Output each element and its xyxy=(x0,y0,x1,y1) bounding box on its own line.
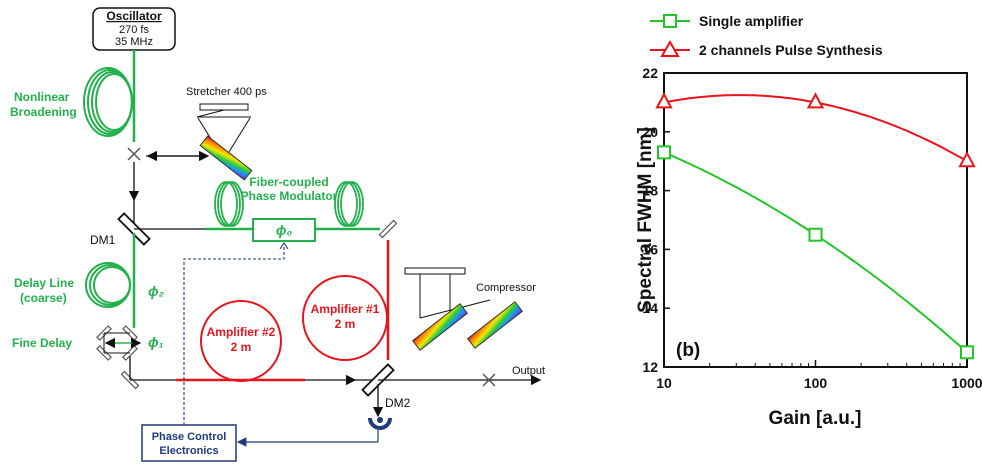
oscillator-rate: 35 MHz xyxy=(115,36,153,48)
x-tick-label: 10 xyxy=(656,375,672,391)
legend-synthesis: 2 channels Pulse Synthesis xyxy=(699,42,883,58)
mirror-upper xyxy=(378,219,398,239)
chart: 12 14 16 18 20 22 10 100 1000 Spectral FWHM [nm… xyxy=(635,13,982,429)
panel-label: (b) xyxy=(676,340,700,361)
compressor-label: Compressor xyxy=(476,282,536,294)
y-tick-label: 16 xyxy=(642,241,658,257)
phase-control-label-2: Electronics xyxy=(159,445,218,457)
oscillator-box: Oscillator 270 fs 35 MHz xyxy=(92,7,176,51)
phi2-label: ϕ₂ xyxy=(148,283,164,299)
amp1-label-2: 2 m xyxy=(335,317,356,331)
phase-control-box xyxy=(141,424,237,462)
y-ticks: 12 14 16 18 20 22 xyxy=(642,65,670,375)
delay-label-2: (coarse) xyxy=(20,291,67,305)
output-label: Output xyxy=(512,365,545,377)
nonlinear-label-1: Nonlinear xyxy=(14,90,70,104)
x-axis-label: Gain [a.u.] xyxy=(769,408,862,429)
setup-diagram: Oscillator 270 fs 35 MHz Nonlinear Broad… xyxy=(10,7,545,462)
legend-marker-synthesis xyxy=(660,39,680,57)
amp2-coil xyxy=(200,300,282,382)
collimator-2 xyxy=(482,373,496,387)
y-tick-label: 22 xyxy=(642,65,658,81)
delay-label-1: Delay Line xyxy=(14,276,74,290)
x-ticks: 10 100 1000 xyxy=(656,360,982,391)
x-tick-label: 100 xyxy=(804,375,828,391)
stretcher xyxy=(196,103,253,181)
compressor xyxy=(404,267,524,351)
amp1-coil xyxy=(302,275,388,361)
point-single-1 xyxy=(808,227,823,242)
stretcher-label: Stretcher 400 ps xyxy=(186,86,267,98)
oscillator-title: Oscillator xyxy=(106,9,162,23)
point-synthesis-1 xyxy=(806,92,825,109)
dm1-label: DM1 xyxy=(90,233,116,247)
legend-single: Single amplifier xyxy=(699,13,804,29)
y-axis-label: Spectral FWHM [nm] xyxy=(635,127,656,313)
legend-marker-single xyxy=(663,14,677,28)
delay-coil xyxy=(85,262,131,308)
x-tick-label: 1000 xyxy=(951,375,982,391)
fine-delay-label: Fine Delay xyxy=(12,336,72,350)
photodiode-icon xyxy=(368,418,392,430)
point-synthesis-0 xyxy=(655,92,673,109)
y-tick-label: 12 xyxy=(642,359,658,375)
amp2-label-1: Amplifier #2 xyxy=(207,325,276,339)
phi1-label: ϕ₁ xyxy=(148,334,164,350)
phi0-label: ϕ₀ xyxy=(276,222,293,238)
plot-frame xyxy=(663,72,968,368)
series-line-0 xyxy=(663,151,968,354)
series-layer xyxy=(655,92,976,360)
y-tick-label: 14 xyxy=(642,300,658,316)
phase-control-label-1: Phase Control xyxy=(152,431,227,443)
y-tick-label: 18 xyxy=(642,183,658,199)
point-single-0 xyxy=(657,145,671,160)
modulator-label-2: Phase Modulator xyxy=(241,189,338,203)
point-synthesis-2 xyxy=(958,151,976,168)
dm2-label: DM2 xyxy=(385,396,411,410)
modulator-coil-left xyxy=(214,181,244,227)
point-single-2 xyxy=(960,345,974,360)
y-tick-label: 20 xyxy=(642,124,658,140)
nonlinear-label-2: Broadening xyxy=(10,105,77,119)
legend: Single amplifier 2 channels Pulse Synthe… xyxy=(650,13,883,58)
amp1-label-1: Amplifier #1 xyxy=(311,302,380,316)
oscillator-pulse: 270 fs xyxy=(119,24,149,36)
control-signal-line xyxy=(183,245,285,425)
amp2-label-2: 2 m xyxy=(231,340,252,354)
modulator-coil-right xyxy=(334,181,364,227)
modulator-label-1: Fiber-coupled xyxy=(249,175,328,189)
nonlinear-coil xyxy=(83,67,133,137)
collimator-1 xyxy=(127,147,141,161)
phase-modulator-box xyxy=(252,218,316,242)
